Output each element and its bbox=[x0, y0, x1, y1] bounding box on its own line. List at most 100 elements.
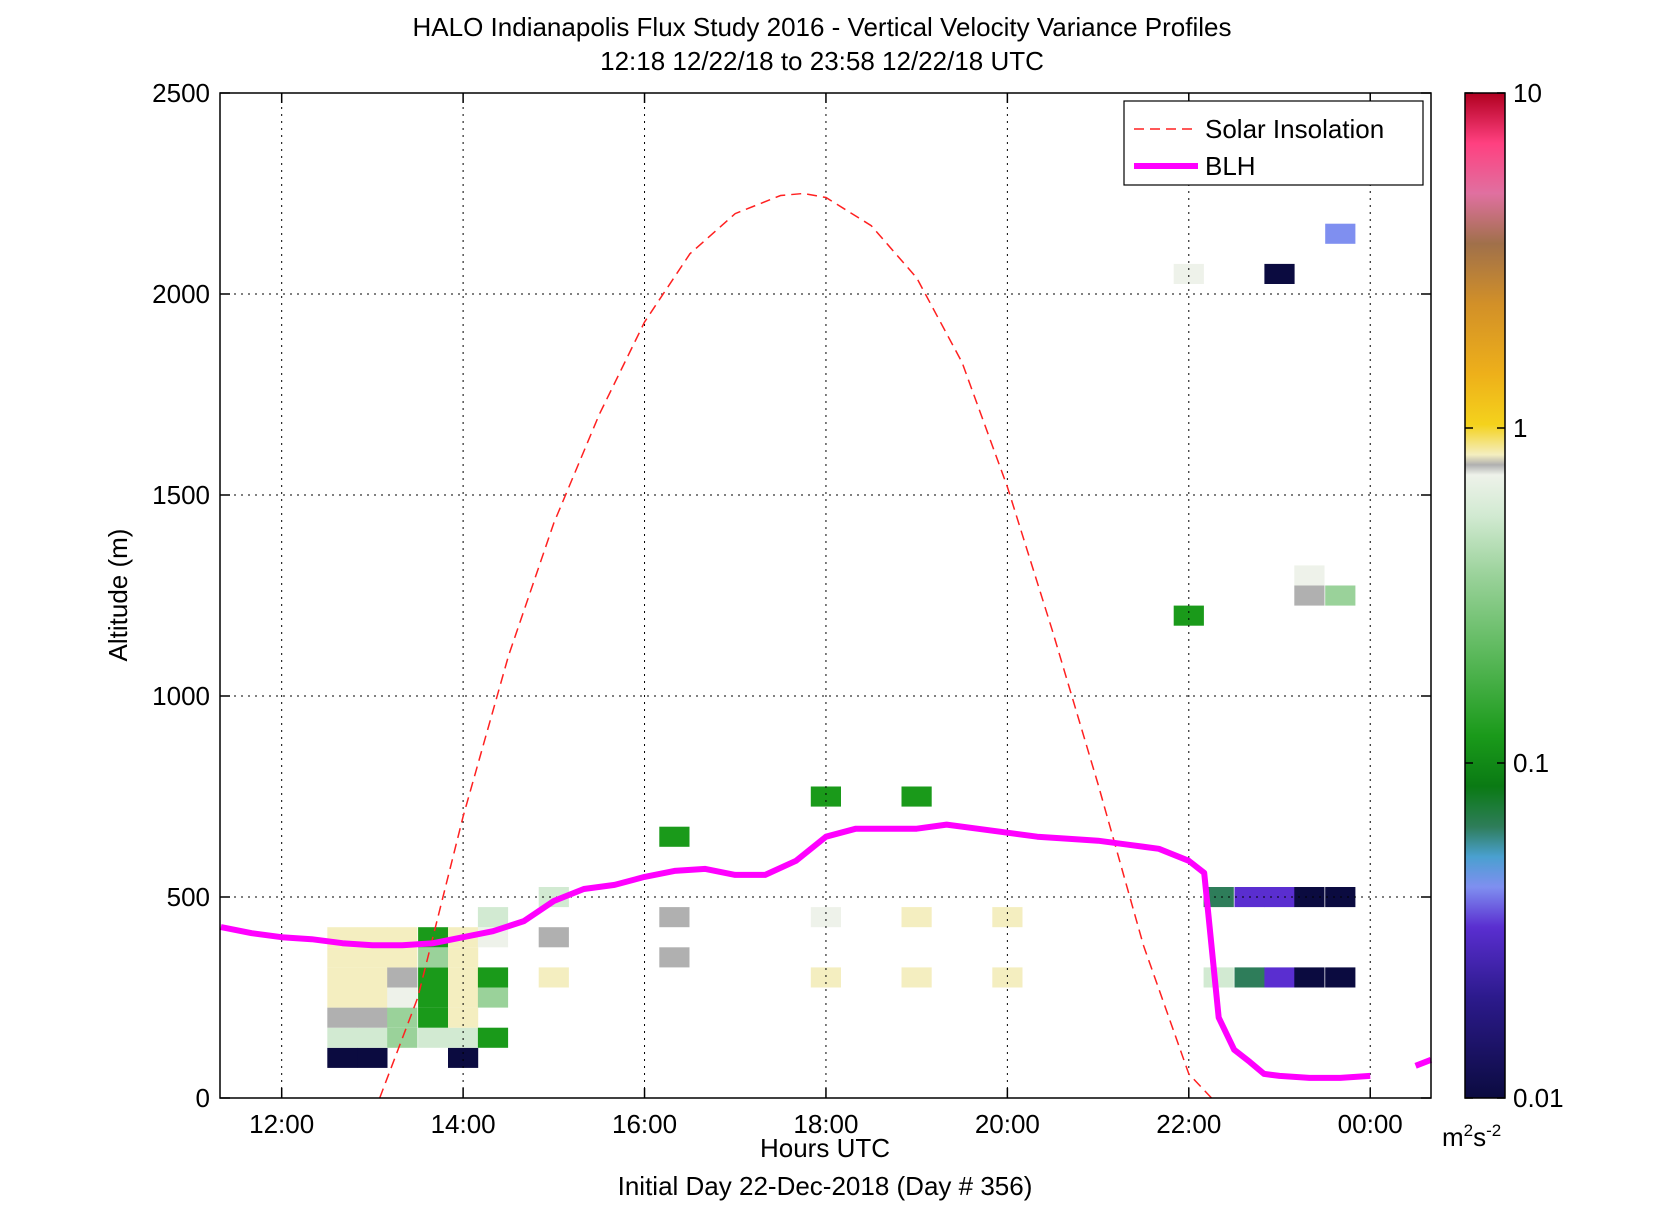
x-tick-label: 16:00 bbox=[612, 1109, 677, 1139]
y-tick-label: 1000 bbox=[152, 681, 210, 711]
heatmap-cell bbox=[357, 1027, 388, 1048]
heatmap-cell bbox=[810, 907, 841, 928]
blh-line-tail bbox=[1414, 1057, 1433, 1069]
heatmap-cell bbox=[810, 967, 841, 988]
heatmap-cell bbox=[477, 987, 509, 1008]
heatmap-cell bbox=[387, 987, 418, 1008]
colorbar-tick-label: 1 bbox=[1513, 413, 1527, 443]
x-tick-label: 18:00 bbox=[793, 1109, 858, 1139]
heatmap-cell bbox=[1203, 887, 1234, 908]
heatmap-cell bbox=[1325, 585, 1356, 606]
heatmap-cell bbox=[327, 1027, 358, 1048]
heatmap-cell bbox=[810, 786, 841, 807]
heatmap-cell bbox=[1173, 605, 1204, 626]
heatmap-cell bbox=[327, 1007, 358, 1028]
chart-title-line2: 12:18 12/22/18 to 23:58 12/22/18 UTC bbox=[600, 46, 1044, 76]
heatmap-cell bbox=[477, 967, 509, 988]
heatmap-cell bbox=[357, 1047, 388, 1068]
footer-label: Initial Day 22-Dec-2018 (Day # 356) bbox=[618, 1171, 1033, 1201]
colorbar-tick-label: 0.01 bbox=[1513, 1083, 1564, 1113]
x-tick-label: 00:00 bbox=[1338, 1109, 1403, 1139]
heatmap-cell bbox=[538, 927, 569, 948]
colorbar-unit: m2s-2 bbox=[1442, 1121, 1501, 1152]
heatmap-cell bbox=[448, 1027, 479, 1048]
heatmap-cell bbox=[418, 987, 449, 1008]
heatmap-cell bbox=[1264, 263, 1295, 284]
y-tick-label: 2000 bbox=[152, 279, 210, 309]
x-tick-label: 20:00 bbox=[975, 1109, 1040, 1139]
chart-title-line1: HALO Indianapolis Flux Study 2016 - Vert… bbox=[413, 12, 1232, 42]
legend-blh-label: BLH bbox=[1205, 151, 1256, 181]
heatmap-cell bbox=[387, 967, 418, 988]
legend-solar-label: Solar Insolation bbox=[1205, 114, 1384, 144]
heatmap-cell bbox=[992, 967, 1023, 988]
y-axis-label: Altitude (m) bbox=[103, 529, 133, 662]
solar-insolation-line bbox=[378, 192, 1213, 1099]
heatmap-cell bbox=[387, 947, 418, 968]
blh-line bbox=[220, 821, 1371, 1081]
heatmap-cell bbox=[538, 887, 569, 908]
heatmap-cell bbox=[1234, 967, 1265, 988]
heatmap-cell bbox=[1294, 887, 1325, 908]
heatmap-cell bbox=[418, 1027, 449, 1048]
heatmap-cell bbox=[357, 947, 388, 968]
heatmap-cell bbox=[901, 967, 932, 988]
heatmap-cell bbox=[327, 947, 358, 968]
y-tick-label: 1500 bbox=[152, 480, 210, 510]
legend-box bbox=[1123, 100, 1424, 186]
colorbar-tick-label: 0.1 bbox=[1513, 748, 1549, 778]
heatmap-cell bbox=[327, 987, 358, 1008]
heatmap-cell bbox=[1294, 565, 1325, 586]
heatmap-cell bbox=[1264, 887, 1295, 908]
heatmap-cell bbox=[1325, 967, 1356, 988]
heatmap-cell bbox=[448, 967, 479, 988]
heatmap-cell bbox=[418, 1007, 449, 1028]
colorbar-unit-mid: s bbox=[1473, 1122, 1486, 1152]
x-tick-label: 12:00 bbox=[249, 1109, 314, 1139]
heatmap-cell bbox=[901, 786, 932, 807]
heatmap-cells bbox=[327, 223, 1356, 1068]
heatmap-cell bbox=[327, 967, 358, 988]
colorbar-ticks: 10 1 0.1 0.01 bbox=[1465, 78, 1564, 1113]
heatmap-cell bbox=[357, 967, 388, 988]
y-tick-label: 0 bbox=[196, 1083, 210, 1113]
heatmap-cell bbox=[357, 987, 388, 1008]
heatmap-cell bbox=[357, 1007, 388, 1028]
heatmap-cell bbox=[387, 1007, 418, 1028]
heatmap-cell bbox=[327, 1047, 358, 1068]
colorbar-tick-label: 10 bbox=[1513, 78, 1542, 108]
heatmap-cell bbox=[538, 967, 569, 988]
legend: Solar Insolation BLH bbox=[1123, 100, 1424, 186]
x-tick-label: 22:00 bbox=[1156, 1109, 1221, 1139]
colorbar-unit-base: m bbox=[1442, 1122, 1464, 1152]
heatmap-cell bbox=[659, 907, 690, 928]
colorbar-unit-exp2: -2 bbox=[1486, 1121, 1501, 1140]
heatmap-cell bbox=[448, 947, 479, 968]
heatmap-cell bbox=[1294, 585, 1325, 606]
heatmap-cell bbox=[1173, 263, 1204, 284]
colorbar-unit-exp1: 2 bbox=[1464, 1121, 1473, 1140]
y-tick-label: 2500 bbox=[152, 78, 210, 108]
y-axis-ticks: 0 500 1000 1500 2000 2500 bbox=[152, 78, 1431, 1113]
y-tick-label: 500 bbox=[167, 882, 210, 912]
heatmap-cell bbox=[418, 967, 449, 988]
x-tick-label: 14:00 bbox=[431, 1109, 496, 1139]
heatmap-cell bbox=[901, 907, 932, 928]
heatmap-cell bbox=[1325, 223, 1356, 244]
heatmap-cell bbox=[659, 826, 690, 847]
heatmap-cell bbox=[448, 1047, 479, 1068]
heatmap-cell bbox=[1294, 967, 1325, 988]
x-axis-ticks: 12:00 14:00 16:00 18:00 20:00 22:00 00:00 bbox=[249, 93, 1403, 1139]
heatmap-cell bbox=[418, 947, 449, 968]
heatmap-cell bbox=[1264, 967, 1295, 988]
heatmap-cell bbox=[992, 907, 1023, 928]
heatmap-cell bbox=[477, 907, 509, 928]
colorbar bbox=[1464, 92, 1506, 1099]
x-axis-label: Hours UTC bbox=[760, 1133, 890, 1163]
heatmap-cell bbox=[477, 1027, 509, 1048]
heatmap-cell bbox=[659, 947, 690, 968]
curves bbox=[220, 192, 1433, 1099]
heatmap-cell bbox=[1203, 967, 1234, 988]
